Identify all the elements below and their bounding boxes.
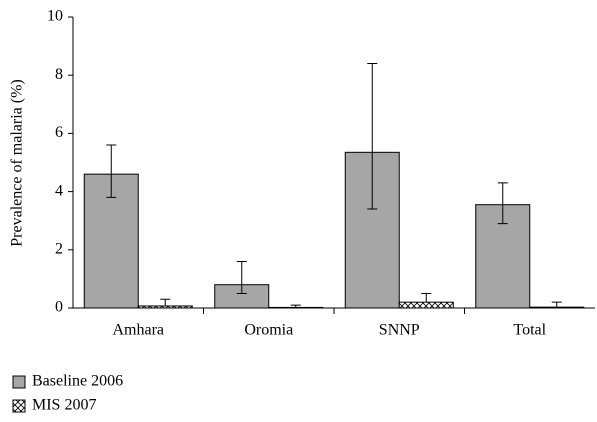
x-tick-label: SNNP [379, 322, 420, 339]
error-bar [367, 63, 378, 210]
y-tick-label: 2 [55, 240, 63, 257]
error-bar [290, 304, 301, 308]
y-tick-label: 6 [55, 124, 63, 141]
error-bar [551, 301, 562, 308]
error-bar [236, 260, 247, 294]
legend-swatch [12, 399, 26, 413]
bar [268, 306, 324, 309]
error-bar [497, 182, 508, 225]
error-bar [106, 144, 117, 198]
error-bar [160, 298, 171, 306]
bar [137, 305, 193, 309]
x-tick-label: Amhara [112, 322, 164, 339]
legend-label: Baseline 2006 [32, 373, 123, 390]
y-axis-label: Prevalence of malaria (%) [9, 79, 26, 246]
bar [529, 306, 585, 309]
y-tick-label: 4 [55, 182, 63, 199]
y-tick-label: 8 [55, 66, 63, 83]
error-bar [421, 292, 432, 303]
legend-swatch [12, 375, 26, 389]
x-tick-label: Total [513, 322, 546, 339]
y-tick-label: 0 [55, 299, 63, 316]
x-tick-label: Oromia [244, 322, 293, 339]
legend-label: MIS 2007 [32, 397, 96, 414]
y-tick-label: 10 [47, 8, 63, 25]
bar [398, 301, 454, 309]
